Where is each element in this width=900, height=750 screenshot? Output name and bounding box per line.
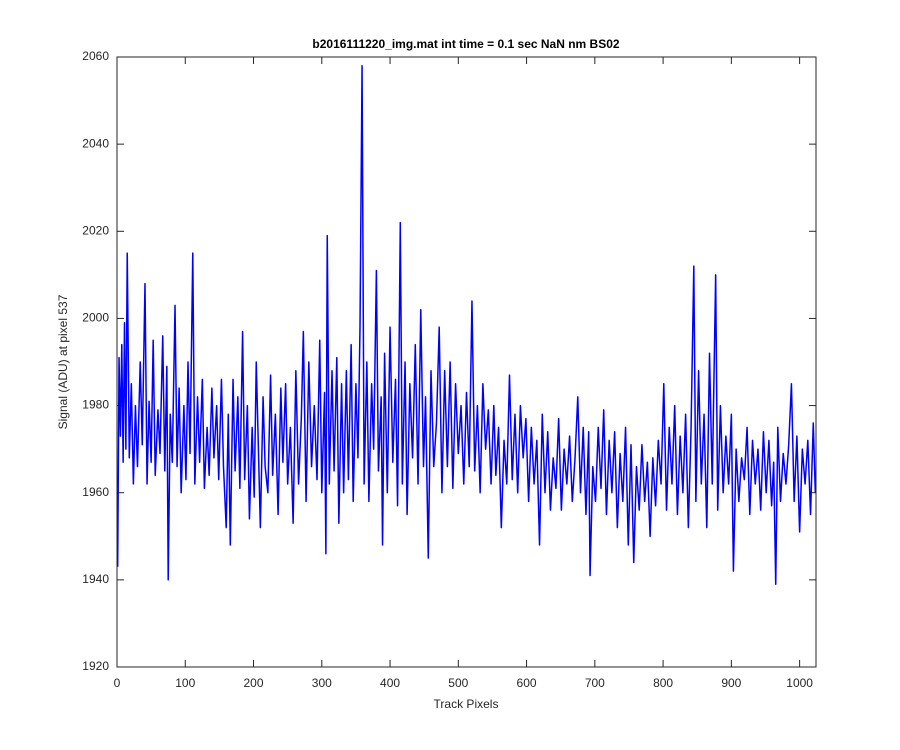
y-tick-label: 2060 [82,49,109,63]
x-axis-label: Track Pixels [434,697,499,711]
y-tick-label: 1920 [82,659,109,673]
x-tick-label: 700 [585,676,605,690]
x-tick-label: 100 [175,676,195,690]
y-axis-label: Signal (ADU) at pixel 537 [56,294,70,429]
x-tick-label: 500 [448,676,468,690]
y-tick-label: 2020 [82,223,109,237]
y-tick-label: 1980 [82,398,109,412]
y-tick-label: 2040 [82,136,109,150]
x-tick-label: 0 [114,676,121,690]
x-tick-label: 200 [244,676,264,690]
x-tick-label: 300 [312,676,332,690]
x-tick-label: 600 [517,676,537,690]
y-tick-label: 1960 [82,485,109,499]
x-tick-label: 900 [721,676,741,690]
x-tick-label: 400 [380,676,400,690]
y-tick-label: 1940 [82,572,109,586]
x-tick-label: 1000 [786,676,813,690]
data-line [116,64,817,585]
plot-frame [116,56,817,668]
chart-title: b2016111220_img.mat int time = 0.1 sec N… [312,37,619,51]
y-tick-label: 2000 [82,311,109,325]
x-tick-label: 800 [653,676,673,690]
